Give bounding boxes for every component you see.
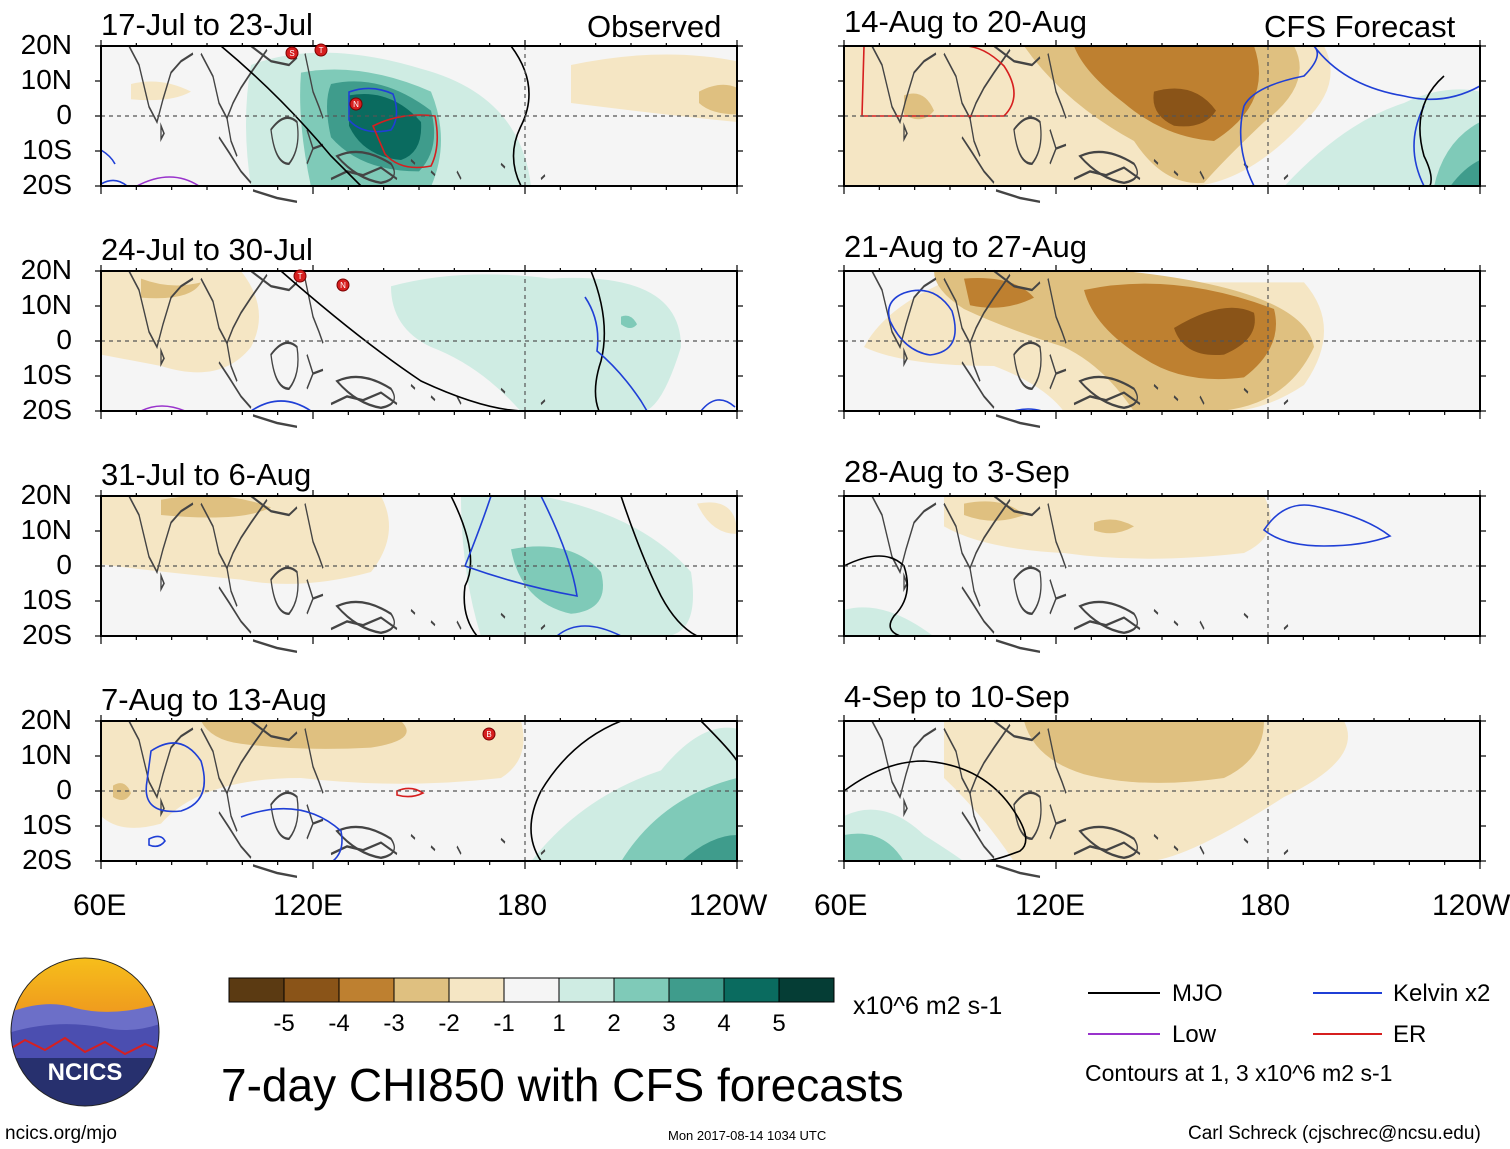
lat-label: 10S: [22, 809, 72, 840]
storm-marker-b: B: [482, 727, 496, 741]
lat-label: 10S: [22, 359, 72, 390]
credit: Carl Schreck (cjschrec@ncsu.edu): [1188, 1123, 1481, 1144]
lat-label: 20N: [20, 479, 72, 510]
lon-label: 180: [1240, 889, 1291, 922]
lat-label: 0: [56, 549, 72, 580]
lat-label: 10N: [20, 64, 72, 95]
colorbar-swatch: [778, 977, 835, 1003]
lat-label: 10S: [22, 584, 72, 615]
lat-label: 10N: [20, 514, 72, 545]
storm-marker-layer: S T N T N B: [285, 43, 496, 741]
panel-8-title: 4-Sep to 10-Sep: [844, 679, 1070, 714]
svg-text:NCICS: NCICS: [48, 1059, 123, 1086]
lat-label: 0: [56, 774, 72, 805]
lon-label: 180: [497, 889, 548, 922]
panel-7-map: [843, 494, 1481, 654]
panel-2-map: [100, 269, 738, 429]
panel-7-title: 28-Aug to 3-Sep: [844, 454, 1070, 489]
storm-marker-t2: T: [293, 269, 307, 283]
legend-label-er: ER: [1393, 1021, 1427, 1048]
lat-label: 20S: [22, 844, 72, 875]
colorbar-swatch: [393, 977, 450, 1003]
lat-label: 20S: [22, 169, 72, 200]
lon-label: 120W: [1432, 891, 1510, 921]
colorbar-tick-label: -3: [383, 1010, 405, 1037]
svg-text:B: B: [486, 730, 491, 739]
colorbar-swatch: [503, 977, 560, 1003]
panel-2-title: 24-Jul to 30-Jul: [101, 232, 313, 267]
colorbar-tick-label: 2: [607, 1010, 621, 1037]
lat-label: 0: [56, 324, 72, 355]
lon-label: 60E: [814, 889, 868, 922]
colorbar-swatch: [283, 977, 340, 1003]
colorbar-swatch: [558, 977, 615, 1003]
colorbar-tick-label: 4: [717, 1010, 731, 1037]
lat-label: 20S: [22, 619, 72, 650]
lat-label: 10N: [20, 739, 72, 770]
panel-6-map: [843, 269, 1481, 429]
colorbar-tick-label: -2: [438, 1010, 460, 1037]
svg-text:S: S: [289, 49, 294, 58]
figure-title: 7-day CHI850 with CFS forecasts: [221, 1059, 904, 1111]
legend-lines: [1088, 992, 1382, 1035]
panel-5-map: [843, 44, 1481, 204]
svg-text:T: T: [298, 272, 303, 281]
colorbar-swatch: [668, 977, 725, 1003]
panel-1-map: [100, 44, 738, 204]
colorbar-tick-label: -1: [493, 1010, 515, 1037]
panel-3-map: [100, 494, 738, 654]
colorbar-swatch: [228, 977, 285, 1003]
colorbar-swatch: [613, 977, 670, 1003]
lat-label: 0: [56, 99, 72, 130]
lat-label: 10S: [22, 134, 72, 165]
panel-4-title: 7-Aug to 13-Aug: [101, 682, 327, 717]
observed-tag: Observed: [587, 9, 722, 44]
legend-note: Contours at 1, 3 x10^6 m2 s-1: [1085, 1060, 1393, 1086]
lat-label: 10N: [20, 289, 72, 320]
lat-label: 20N: [20, 704, 72, 735]
colorbar-tick-label: -4: [328, 1010, 350, 1037]
panel-5-title: 14-Aug to 20-Aug: [844, 4, 1088, 39]
storm-marker-t: T: [314, 43, 328, 57]
svg-text:N: N: [340, 281, 346, 290]
timestamp: Mon 2017-08-14 1034 UTC: [668, 1128, 827, 1143]
lon-label: 120E: [1015, 889, 1086, 922]
lat-label: 20S: [22, 394, 72, 425]
panel-6-title: 21-Aug to 27-Aug: [844, 229, 1088, 264]
ncics-logo: NCICS: [10, 957, 160, 1107]
lon-label: 120W: [689, 889, 768, 922]
legend-label-kelvin: Kelvin x2: [1393, 980, 1491, 1007]
storm-marker-n: N: [349, 97, 363, 111]
colorbar-swatch: [338, 977, 395, 1003]
panel-8-map: [843, 719, 1481, 879]
colorbar-swatch: [723, 977, 780, 1003]
colorbar-tick-label: 1: [552, 1010, 566, 1037]
website-link[interactable]: ncics.org/mjo: [5, 1123, 117, 1144]
legend-label-low: Low: [1172, 1021, 1217, 1048]
lon-label: 60E: [73, 889, 127, 922]
cfs-forecast-tag: CFS Forecast: [1264, 9, 1456, 44]
svg-text:T: T: [319, 46, 324, 55]
colorbar-tick-label: 5: [772, 1010, 786, 1037]
lon-label: 120E: [273, 889, 344, 922]
colorbar-units: x10^6 m2 s-1: [853, 992, 1003, 1020]
colorbar: [228, 977, 835, 1003]
panel-1-title: 17-Jul to 23-Jul: [101, 7, 313, 42]
panel-4-map: [100, 719, 738, 879]
colorbar-swatch: [448, 977, 505, 1003]
lat-label: 20N: [20, 29, 72, 60]
legend-label-mjo: MJO: [1172, 980, 1223, 1007]
colorbar-tick-label: -5: [273, 1010, 295, 1037]
lat-label: 20N: [20, 254, 72, 285]
storm-marker-s: S: [285, 46, 299, 60]
colorbar-tick-label: 3: [662, 1010, 676, 1037]
storm-marker-n2: N: [336, 278, 350, 292]
panel-3-title: 31-Jul to 6-Aug: [101, 457, 312, 492]
svg-text:N: N: [353, 100, 359, 109]
